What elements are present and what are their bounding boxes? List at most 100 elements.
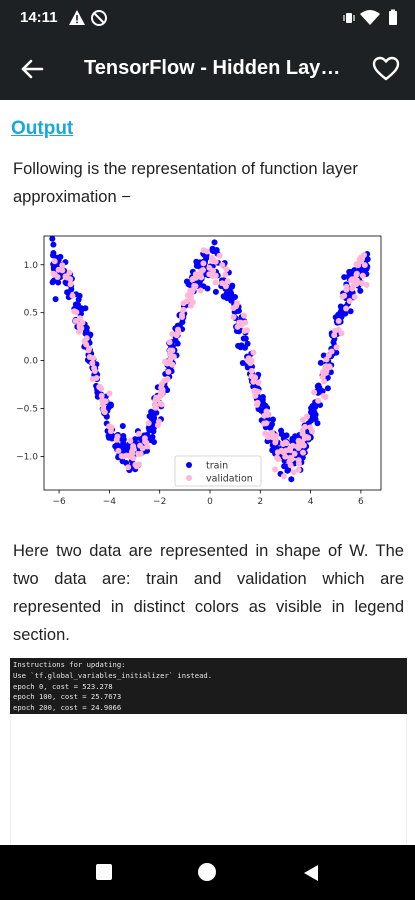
train-point (57, 253, 64, 260)
validation-point (90, 355, 97, 362)
validation-point (248, 367, 255, 374)
train-point (229, 283, 235, 290)
validation-point (164, 360, 171, 367)
train-point (212, 288, 219, 295)
train-point (179, 319, 186, 326)
heart-outline-icon (372, 56, 400, 81)
home-circle-icon[interactable] (198, 863, 216, 881)
validation-point (280, 473, 287, 480)
train-point (50, 241, 57, 248)
validation-point (118, 453, 125, 460)
legend-label-validation: validation (206, 474, 253, 485)
validation-point (144, 443, 151, 450)
validation-point (353, 281, 360, 288)
legend-marker-train (186, 462, 192, 468)
validation-point (346, 298, 353, 304)
validation-point (252, 392, 259, 399)
wifi-icon (360, 10, 380, 25)
validation-point (159, 388, 166, 395)
validation-point (157, 400, 164, 407)
validation-point (54, 274, 61, 280)
train-point (312, 416, 319, 423)
system-nav-bar (0, 845, 415, 900)
x-tick-label: −4 (103, 497, 117, 507)
validation-point (115, 447, 122, 454)
validation-point (79, 319, 86, 326)
back-button[interactable] (18, 54, 48, 84)
train-point (204, 285, 211, 292)
validation-point (230, 314, 237, 320)
validation-point (295, 466, 302, 473)
validation-point (315, 397, 322, 404)
validation-point (300, 449, 307, 456)
validation-point (141, 435, 148, 442)
validation-point (59, 262, 66, 269)
validation-point (169, 331, 176, 337)
train-point (49, 235, 56, 242)
validation-point (133, 463, 140, 470)
train-point (281, 463, 288, 470)
validation-point (265, 434, 272, 441)
train-point (242, 344, 248, 351)
train-point (82, 330, 89, 337)
validation-point (210, 267, 217, 274)
train-point (64, 289, 71, 296)
train-point (348, 269, 355, 275)
validation-point (81, 337, 88, 344)
scatter-chart: −6 −4 −2 0 2 4 6 1.0 0.5 0.0 −0.5 −1.0 train validati… (15, 228, 400, 508)
x-tick-label: 2 (257, 497, 263, 507)
validation-point (66, 269, 73, 276)
validation-point (272, 466, 279, 473)
favorite-button[interactable] (371, 54, 401, 84)
train-point (258, 407, 265, 414)
train-point (341, 274, 348, 281)
validation-point (333, 344, 340, 351)
validation-point (300, 442, 307, 449)
validation-point (322, 394, 329, 400)
train-point (211, 239, 218, 246)
validation-point (98, 385, 105, 392)
validation-point (272, 439, 279, 446)
app-bar: TensorFlow - Hidden Layer Perceptron (0, 36, 415, 100)
validation-point (127, 453, 134, 460)
validation-point (127, 437, 134, 444)
status-icons-left (69, 10, 107, 26)
validation-point (106, 390, 113, 397)
legend-label-train: train (206, 461, 228, 472)
train-point (240, 335, 247, 342)
x-tick-label: −6 (52, 497, 66, 507)
console-line: epoch 100, cost = 25.7673 (13, 692, 122, 702)
x-tick-label: 6 (358, 497, 364, 507)
train-point (124, 447, 130, 454)
recents-square-icon[interactable] (96, 864, 112, 880)
validation-point (67, 281, 74, 288)
validation-point (295, 437, 302, 444)
validation-point (71, 308, 78, 315)
validation-point (356, 256, 363, 263)
validation-point (193, 274, 199, 281)
validation-point (326, 363, 333, 370)
validation-point (198, 268, 205, 275)
validation-point (238, 322, 245, 329)
validation-point (69, 292, 76, 299)
output-heading-link[interactable]: Output (11, 118, 74, 139)
validation-point (283, 440, 290, 447)
validation-point (55, 266, 62, 273)
plot-frame (43, 235, 382, 491)
validation-point (274, 449, 281, 456)
train-point (270, 416, 276, 423)
validation-point (325, 352, 332, 359)
validation-point (145, 420, 152, 427)
y-tick-label: 0.5 (24, 309, 38, 319)
console-line: Instructions for updating: (13, 660, 126, 669)
validation-point (343, 283, 350, 290)
y-tick-label: −1.0 (16, 452, 38, 462)
vibrate-icon (343, 13, 355, 23)
validation-point (263, 420, 270, 427)
validation-point (245, 358, 252, 365)
back-triangle-icon[interactable] (303, 864, 319, 882)
validation-point (51, 258, 58, 265)
validation-point (197, 287, 204, 294)
validation-point (175, 329, 182, 336)
validation-point (335, 318, 342, 324)
